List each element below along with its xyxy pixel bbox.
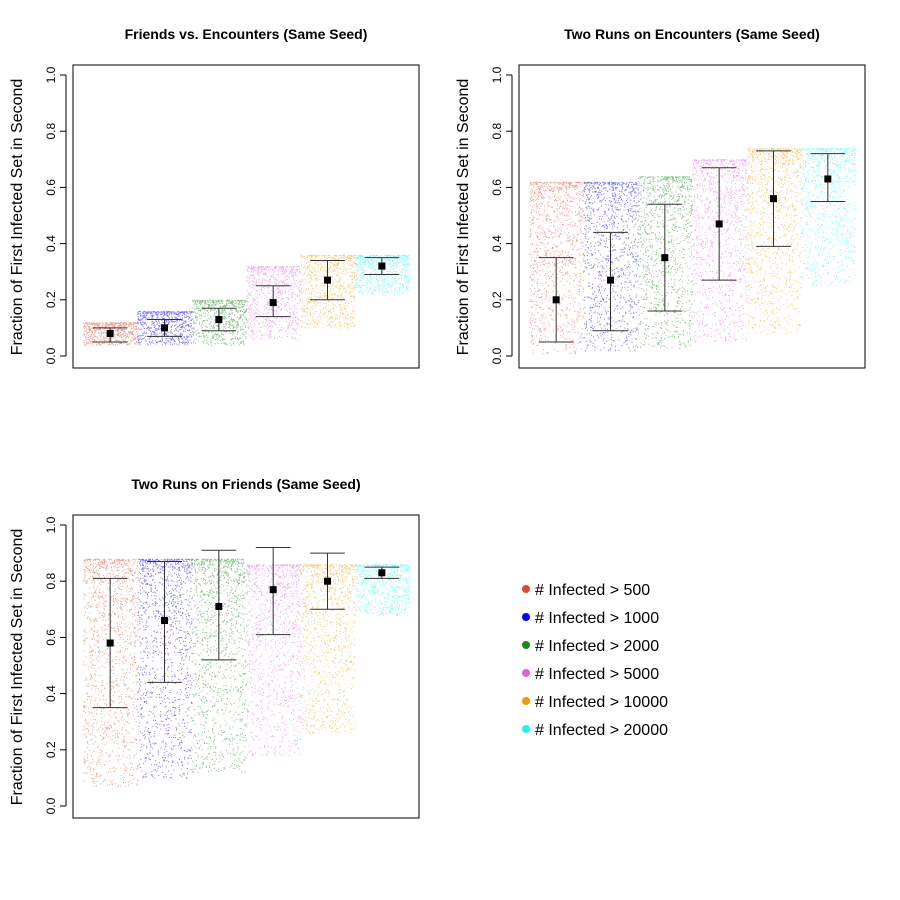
y-axis-label: Fraction of First Infected Set in Second [455, 79, 472, 356]
mean-point [215, 602, 223, 610]
y-tick-label: 0.8 [44, 573, 58, 590]
legend-swatch [522, 613, 530, 621]
legend-label: # Infected > 10000 [535, 694, 668, 711]
scatter-cloud [800, 148, 856, 287]
scatter-cloud [246, 564, 302, 757]
panel-friends-vs-encounters: Friends vs. Encounters (Same Seed) Fract… [9, 26, 420, 369]
mean-point [324, 577, 331, 585]
y-tick-label: 0.0 [44, 347, 58, 364]
y-axis: 0.0 0.2 0.4 0.6 0.8 1.0 [490, 66, 513, 364]
y-tick-label: 1.0 [490, 66, 504, 83]
y-axis: 0.0 0.2 0.4 0.6 0.8 1.0 [44, 516, 67, 814]
y-axis: 0.0 0.2 0.4 0.6 0.8 1.0 [44, 66, 67, 364]
y-tick-label: 0.6 [44, 179, 58, 196]
legend-swatch [522, 669, 530, 677]
legend-item: # Infected > 2000 [522, 638, 659, 655]
scatter-cloud [246, 266, 302, 341]
mean-point [715, 220, 723, 228]
plot-frame [72, 64, 420, 369]
y-axis-label: Fraction of First Infected Set in Second [9, 529, 26, 806]
scatter-cloud [137, 311, 193, 346]
legend-item: # Infected > 500 [522, 582, 650, 599]
legend-swatch [522, 585, 530, 593]
scatter-cloud [583, 181, 639, 352]
legend-item: # Infected > 1000 [522, 610, 659, 627]
plot-frame [72, 514, 420, 819]
chart-title: Two Runs on Encounters (Same Seed) [564, 26, 820, 42]
mean-point [215, 315, 223, 323]
mean-point [269, 299, 277, 307]
mean-point [824, 175, 832, 183]
y-tick-label: 0.4 [44, 685, 58, 702]
chart-title: Two Runs on Friends (Same Seed) [131, 476, 360, 492]
mean-point [106, 639, 114, 647]
scatter-cloud [191, 299, 247, 346]
scatter-cloud [354, 564, 410, 616]
legend-swatch [522, 697, 530, 705]
mean-point [661, 254, 669, 262]
legend-label: # Infected > 2000 [535, 638, 659, 655]
legend-item: # Infected > 20000 [522, 722, 668, 739]
legend-label: # Infected > 20000 [535, 722, 668, 739]
legend-swatch [522, 725, 530, 733]
scatter-cloud [300, 254, 356, 329]
error-bars [92, 546, 400, 709]
legend-label: # Infected > 1000 [535, 610, 659, 627]
scatter-cloud [83, 322, 139, 346]
error-bars [538, 150, 846, 343]
mean-point [324, 276, 331, 284]
y-tick-label: 1.0 [44, 516, 58, 533]
y-tick-label: 0.0 [44, 797, 58, 814]
panel-friends-two-runs: Two Runs on Friends (Same Seed) Fraction… [9, 476, 420, 819]
scatter-cloud [529, 181, 585, 355]
y-tick-label: 0.2 [44, 291, 58, 308]
y-tick-label: 0.8 [44, 123, 58, 140]
legend-label: # Infected > 5000 [535, 666, 659, 683]
scatter-cloud [191, 558, 247, 773]
y-axis-label: Fraction of First Infected Set in Second [9, 79, 26, 356]
y-tick-label: 1.0 [44, 66, 58, 83]
legend: # Infected > 500 # Infected > 1000 # Inf… [522, 582, 668, 739]
y-tick-label: 0.4 [44, 235, 58, 252]
legend-item: # Infected > 5000 [522, 666, 659, 683]
mean-point [378, 569, 386, 577]
legend-item: # Infected > 10000 [522, 694, 668, 711]
mean-point [161, 617, 168, 625]
legend-swatch [522, 641, 530, 649]
scatter-cloud [137, 558, 193, 779]
mean-point [552, 296, 560, 304]
legend-label: # Infected > 500 [535, 582, 650, 599]
scatter-points [529, 148, 856, 355]
y-tick-label: 0.2 [490, 291, 504, 308]
chart-title: Friends vs. Encounters (Same Seed) [125, 26, 368, 42]
mean-point [378, 262, 386, 270]
y-tick-label: 0.2 [44, 741, 58, 758]
mean-point [106, 330, 114, 338]
y-tick-label: 0.4 [490, 235, 504, 252]
mean-point [607, 276, 614, 284]
scatter-cloud [637, 176, 693, 349]
scatter-cloud [692, 159, 748, 343]
y-tick-label: 0.6 [490, 179, 504, 196]
plot-frame [518, 64, 866, 369]
y-tick-label: 0.8 [490, 123, 504, 140]
panel-encounters-two-runs: Two Runs on Encounters (Same Seed) Fract… [455, 26, 866, 369]
mean-point [269, 586, 277, 594]
mean-point [770, 195, 777, 203]
scatter-points [83, 558, 410, 787]
y-tick-label: 0.6 [44, 629, 58, 646]
mean-point [161, 324, 168, 332]
error-bars [92, 257, 400, 343]
y-tick-label: 0.0 [490, 347, 504, 364]
